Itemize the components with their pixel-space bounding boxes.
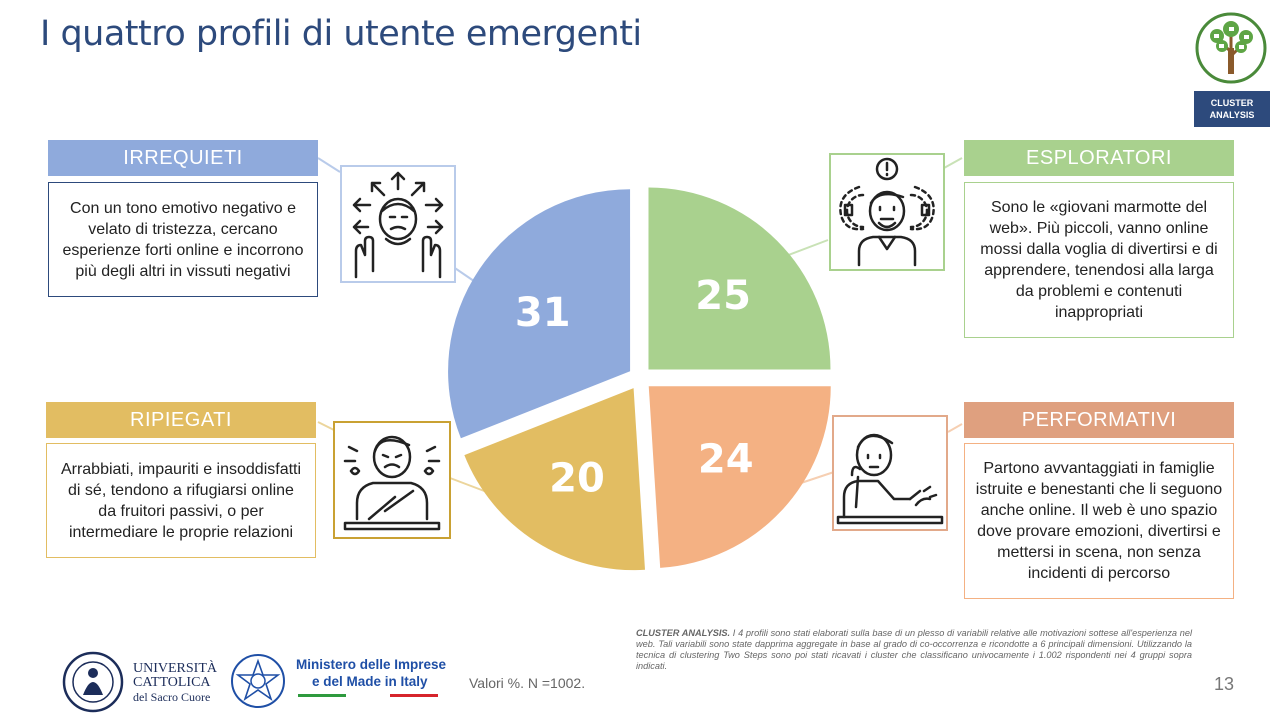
connector-performativi	[947, 423, 963, 433]
connector-irrequieti	[317, 157, 341, 173]
curious-person-exclamation-icon	[839, 157, 935, 267]
irrequieti-icon-box	[340, 165, 456, 283]
page-title: I quattro profili di utente emergenti	[40, 14, 642, 54]
pie-label-irrequieti: 31	[515, 290, 571, 336]
connector-ripiegati	[317, 421, 335, 431]
badge-line-2: ANALYSIS	[1209, 110, 1255, 120]
performativi-icon-box	[832, 415, 948, 531]
ministry-line-2: e del Made in Italy	[312, 674, 428, 689]
pie-slice-esploratori	[648, 187, 831, 370]
pie-label-ripiegati: 20	[549, 455, 605, 501]
pie-slice-performativi	[648, 386, 831, 568]
pie-label-performativi: 24	[698, 436, 754, 482]
pie-slice-irrequieti	[448, 189, 631, 439]
pie-slice-ripiegati	[464, 388, 645, 571]
thinking-person-desk-icon	[836, 433, 944, 525]
ripiegati-description: Arrabbiati, impauriti e insoddisfatti di…	[46, 443, 316, 558]
sample-note: Valori %. N =1002.	[469, 675, 586, 691]
irrequieti-header: IRREQUIETI	[48, 140, 318, 176]
pie-label-esploratori: 25	[695, 273, 751, 319]
irrequieti-description: Con un tono emotivo negativo e velato di…	[48, 182, 318, 297]
performativi-header: PERFORMATIVI	[964, 402, 1234, 438]
esploratori-description: Sono le «giovani marmotte del web». Più …	[964, 182, 1234, 338]
anxious-person-arrows-icon	[352, 171, 444, 279]
footnote-label: CLUSTER ANALYSIS.	[636, 628, 731, 638]
connector-esploratori	[943, 157, 963, 169]
esploratori-icon-box	[829, 153, 945, 271]
ministry-line-1: Ministero delle Imprese	[296, 657, 447, 672]
university-line-1: UNIVERSITÀ	[133, 661, 217, 676]
pie-chart: 25 24 20 31	[448, 187, 831, 571]
ministry-green-bar	[298, 694, 346, 697]
ripiegati-header: RIPIEGATI	[46, 402, 316, 438]
badge-line-1: CLUSTER	[1210, 98, 1254, 108]
ripiegati-icon-box	[333, 421, 451, 539]
university-line-2: CATTOLICA	[133, 675, 211, 690]
ministry-red-bar	[390, 694, 438, 697]
ministry-name: Ministero delle Imprese e del Made in It…	[296, 656, 446, 690]
university-line-3: del Sacro Cuore	[133, 690, 211, 704]
footnote-text: I 4 profili sono stati elaborati sulla b…	[636, 628, 1193, 671]
university-name: UNIVERSITÀ CATTOLICA del Sacro Cuore	[133, 661, 217, 705]
cluster-analysis-badge: CLUSTER ANALYSIS	[1194, 91, 1270, 127]
tree-logo-icon	[1195, 12, 1267, 84]
university-seal-icon	[60, 651, 130, 713]
methodology-footnote: CLUSTER ANALYSIS. I 4 profili sono stati…	[636, 628, 1192, 672]
esploratori-header: ESPLORATORI	[964, 140, 1234, 176]
republic-emblem-icon	[230, 651, 286, 711]
worried-person-desk-icon	[343, 435, 441, 531]
performativi-description: Partono avvantaggiati in famiglie istrui…	[964, 443, 1234, 599]
page-number: 13	[1214, 674, 1235, 694]
